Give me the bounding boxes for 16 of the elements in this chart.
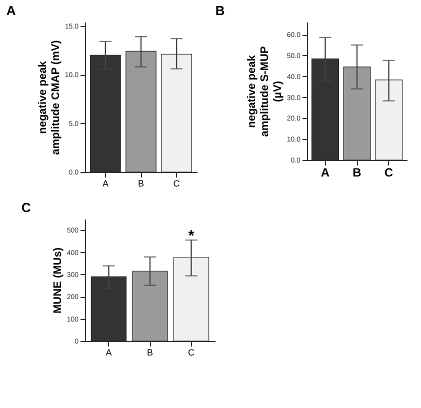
y-axis-title: MUNE (MUs) — [52, 247, 64, 314]
x-tick-label: B — [138, 178, 144, 188]
y-axis-title: negative peak amplitude CMAP (mV) — [36, 40, 62, 155]
y-axis-title: negative peak amplitude S-MUP (µV) — [246, 46, 284, 137]
chart-title: A — [6, 2, 16, 18]
x-tick-label: B — [352, 166, 362, 180]
x-tick-label: C — [173, 178, 180, 188]
chart-title: B — [215, 3, 225, 18]
chart-title: C — [21, 200, 32, 215]
x-tick-label: A — [320, 166, 330, 180]
x-tick-label: C — [384, 166, 394, 180]
x-tick-label: B — [146, 348, 154, 358]
x-tick-label: C — [188, 348, 196, 358]
x-tick-label: A — [106, 348, 112, 358]
annotation: * — [188, 228, 194, 245]
x-tick-label: A — [102, 178, 108, 188]
